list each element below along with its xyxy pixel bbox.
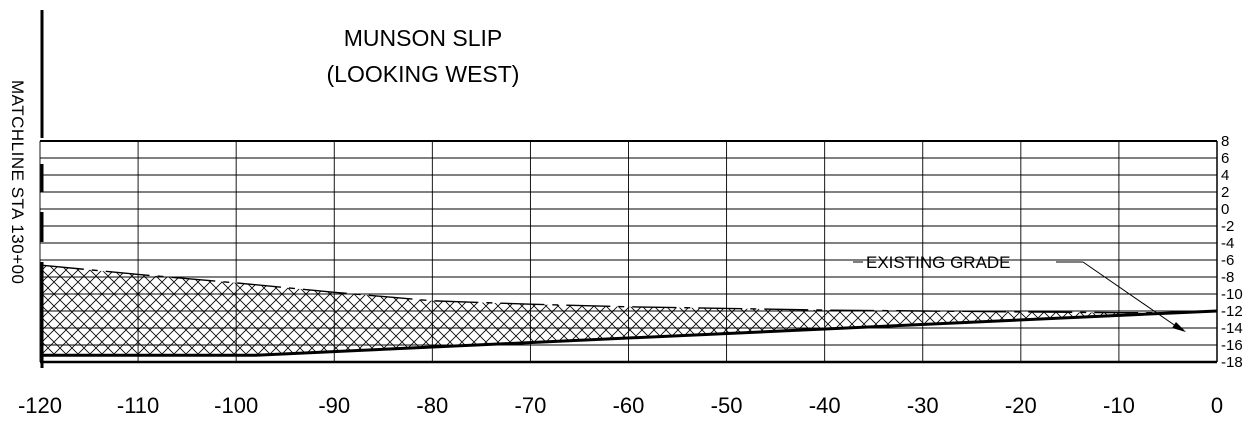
- y-tick-label: 6: [1221, 150, 1229, 167]
- x-tick-label: -30: [907, 393, 939, 418]
- x-tick-label: -110: [117, 393, 159, 418]
- x-tick-label: -40: [809, 393, 841, 418]
- x-tick-label: -120: [18, 393, 62, 418]
- x-tick-label: -80: [416, 393, 448, 418]
- matchline-label: MATCHLINE STA 130+00: [8, 80, 27, 284]
- y-tick-label: -14: [1221, 320, 1243, 337]
- y-tick-label: 4: [1221, 167, 1229, 184]
- y-tick-label: -4: [1221, 235, 1234, 252]
- grid: [39, 140, 1218, 364]
- existing-grade-label: EXISTING GRADE: [866, 253, 1011, 272]
- y-tick-label: -6: [1221, 252, 1234, 269]
- y-tick-label: 0: [1221, 201, 1229, 218]
- y-tick-label: -18: [1221, 354, 1243, 371]
- x-tick-label: -60: [613, 393, 645, 418]
- y-tick-label: -16: [1221, 337, 1243, 354]
- y-tick-label: -10: [1221, 286, 1243, 303]
- y-tick-label: 2: [1221, 184, 1229, 201]
- x-tick-label: -10: [1103, 393, 1135, 418]
- drawing-title-line2: (LOOKING WEST): [327, 61, 520, 87]
- y-tick-label: -12: [1221, 303, 1243, 320]
- x-tick-label: -20: [1005, 393, 1037, 418]
- existing-grade-callout: [853, 261, 1186, 332]
- drawing-title-line1: MUNSON SLIP: [344, 25, 502, 51]
- x-tick-label: -100: [214, 393, 258, 418]
- proposed-bottom-line: [40, 309, 1218, 357]
- x-axis-ticks: -120 -110 -100 -90 -80 -70 -60 -50 -40 -30 -20 -10 0: [18, 393, 1223, 418]
- x-tick-label: -50: [711, 393, 743, 418]
- fill-hatch-region: [40, 265, 1178, 356]
- x-tick-label: -70: [515, 393, 547, 418]
- x-tick-label: 0: [1211, 393, 1223, 418]
- y-tick-label: 8: [1221, 133, 1229, 150]
- y-tick-label: -2: [1221, 218, 1234, 235]
- x-tick-label: -90: [318, 393, 350, 418]
- y-tick-label: -8: [1221, 269, 1234, 286]
